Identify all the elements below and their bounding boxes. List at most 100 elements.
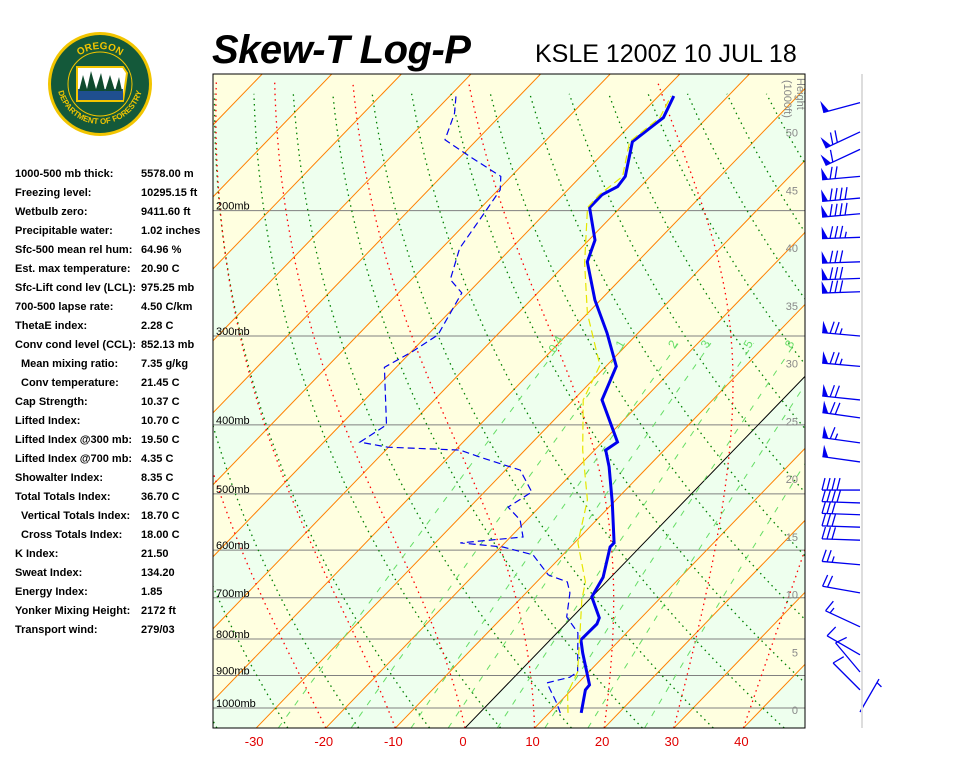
height-tick-label: 10 xyxy=(786,590,798,602)
height-tick-label: 45 xyxy=(786,185,798,197)
wind-barb-feather xyxy=(821,477,826,491)
moist-adiabat-line xyxy=(657,82,734,728)
moist-adiabat-line xyxy=(274,82,466,728)
wind-barb-staff xyxy=(825,610,861,628)
stat-row: 700-500 lapse rate: 4.50 C/km xyxy=(15,301,215,320)
pressure-label: 800mb xyxy=(216,629,250,641)
logo-top-text: OREGON xyxy=(75,41,125,58)
dry-adiabat-line xyxy=(213,93,431,728)
wind-barb-staff xyxy=(823,102,861,114)
wind-barb-feather xyxy=(826,489,832,502)
wind-barb-flag xyxy=(822,425,829,439)
wind-barb-feather xyxy=(826,526,832,540)
temperature-tick-label: -10 xyxy=(384,734,403,749)
temperature-tick-label: 0 xyxy=(459,734,466,749)
stat-row: Showalter Index: 8.35 C xyxy=(15,472,215,491)
stat-row: Conv temperature: 21.45 C xyxy=(15,377,215,396)
station-time-label: KSLE 1200Z 10 JUL 18 xyxy=(535,40,797,68)
pressure-label: 1000mb xyxy=(216,698,256,710)
dry-adiabat-line xyxy=(213,719,218,728)
stat-value: 64.96 % xyxy=(141,244,182,256)
wind-barb-feather xyxy=(829,351,835,364)
pressure-label: 700mb xyxy=(216,588,250,600)
wind-barb-feather xyxy=(829,250,834,264)
stat-row: Total Totals Index: 36.70 C xyxy=(15,491,215,510)
stat-row: Est. max temperature: 20.90 C xyxy=(15,263,215,282)
stat-label: Energy Index: xyxy=(15,586,88,598)
wind-barb-feather xyxy=(826,575,834,588)
wind-barb-feather xyxy=(834,130,838,143)
wind-barb-staff xyxy=(826,635,861,656)
isotherm-line xyxy=(213,74,333,198)
isotherm-line xyxy=(0,73,194,728)
wind-barb xyxy=(821,166,861,181)
dewpoint-profile-line xyxy=(358,95,579,714)
wind-barb xyxy=(821,513,861,528)
wind-barb-feather xyxy=(834,166,838,179)
isotherm-line xyxy=(813,73,960,728)
temperature-band xyxy=(813,73,960,728)
wind-barb-feather xyxy=(834,352,840,365)
stat-value: 975.25 mb xyxy=(141,282,195,294)
mixing-ratio-line xyxy=(447,342,712,728)
dry-adiabat-line xyxy=(213,584,289,728)
wind-barb xyxy=(821,187,861,203)
wind-barb-half-feather xyxy=(844,231,847,238)
height-tick-label: 5 xyxy=(792,647,798,659)
stat-row: Energy Index: 1.85 xyxy=(15,586,215,605)
height-axis-title: Height xyxy=(794,78,806,110)
stat-row: Vertical Totals Index: 18.70 C xyxy=(15,510,215,529)
wind-barb xyxy=(821,280,861,294)
wind-barb-feather xyxy=(831,489,837,503)
stat-value: 4.50 C/km xyxy=(141,301,193,313)
wind-barb-staff xyxy=(835,642,861,673)
wind-barb xyxy=(821,574,861,594)
wind-barb-feather xyxy=(821,574,829,587)
wind-barb-feather xyxy=(832,656,845,664)
wind-barb-staff xyxy=(822,500,861,504)
wind-barb-feather xyxy=(821,513,827,527)
wind-barb-staff xyxy=(822,175,861,181)
stat-label: Freezing level: xyxy=(15,187,92,199)
stat-value: 10295.15 ft xyxy=(141,187,198,199)
stat-value: 279/03 xyxy=(141,624,175,636)
wind-barb-flag xyxy=(821,267,829,280)
wind-barb-feather xyxy=(839,250,844,263)
wind-barb-staff xyxy=(859,678,880,713)
wind-barb xyxy=(822,351,861,368)
stat-label: Total Totals Index: xyxy=(15,491,111,503)
temperature-band xyxy=(213,74,805,701)
stat-row: Conv cond level (CCL): 852.13 mb xyxy=(15,339,215,358)
wind-barb-feather xyxy=(829,321,835,334)
dry-adiabat-line xyxy=(885,94,960,728)
wind-barb xyxy=(821,225,861,240)
wind-barb-flag xyxy=(820,100,830,113)
stat-label: Precipitable water: xyxy=(15,225,113,237)
height-tick-label: 15 xyxy=(786,532,798,544)
dry-adiabat-line xyxy=(806,94,960,728)
stat-label: Sfc-500 mean rel hum: xyxy=(15,244,133,256)
wind-barb-feather xyxy=(834,280,839,293)
stat-value: 10.37 C xyxy=(141,396,180,408)
stat-value: 9411.60 ft xyxy=(141,206,191,218)
stat-row: Precipitable water: 1.02 inches xyxy=(15,225,215,244)
wind-barb-half-feather xyxy=(839,328,843,335)
isotherm-line xyxy=(213,74,751,630)
stat-row: Sweat Index: 134.20 xyxy=(15,567,215,586)
wind-barb-feather xyxy=(829,204,833,217)
mixing-ratio-line xyxy=(496,342,755,728)
wind-barb-staff xyxy=(822,197,861,203)
wind-barb-flag xyxy=(821,205,829,218)
pressure-label: 600mb xyxy=(216,540,250,552)
isotherm-line xyxy=(213,74,611,486)
stat-label: Conv cond level (CCL): xyxy=(15,339,137,351)
stability-indices-panel: 1000-500 mb thick: 5578.00 m Freezing leve… xyxy=(15,168,215,643)
wind-barb-feather xyxy=(829,280,834,293)
wind-barb-staff xyxy=(825,131,861,149)
height-tick-label: 25 xyxy=(786,416,798,428)
temperature-tick-label: 10 xyxy=(525,734,539,749)
isotherm-line xyxy=(673,591,805,728)
stat-value: 36.70 C xyxy=(141,491,180,503)
height-tick-label: 40 xyxy=(786,243,798,255)
